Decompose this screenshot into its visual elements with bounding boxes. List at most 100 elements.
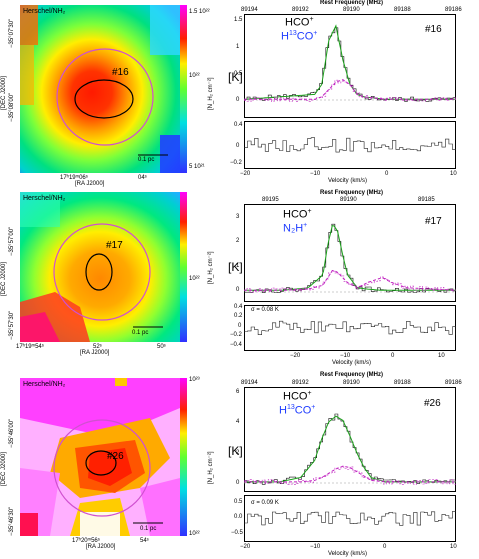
dec-tick: −35°46'00" (9, 418, 15, 448)
colorbar-26 (180, 378, 187, 536)
y-tick: 2 (236, 238, 240, 244)
column-density-map-16: Herschel/NH₂ #16 0.1 pc (20, 5, 180, 173)
map-label: Herschel/NH₂ (23, 195, 66, 202)
colorbar-label: [N_H₂ cm⁻²] (208, 77, 214, 111)
freq-tick: 89194 (241, 380, 258, 386)
colorbar-17 (180, 192, 187, 342)
colorbar-tick: 10²² (189, 276, 200, 282)
x-tick: −20 (290, 353, 301, 359)
source-tag: #17 (425, 216, 442, 227)
legend-line-b: H13CO+ (279, 404, 316, 417)
freq-tick: 89192 (292, 7, 309, 13)
freq-tick: 89186 (445, 7, 462, 13)
y-tick: 6 (236, 389, 240, 395)
x-tick: 0 (391, 353, 395, 359)
x-tick: 0 (385, 171, 389, 177)
spectrum-fit-primary (244, 24, 456, 100)
freq-tick: 89192 (292, 380, 309, 386)
spectrum-trace-observed (244, 413, 456, 485)
x-tick: −10 (310, 544, 321, 550)
resid-tick: 0.4 (234, 304, 243, 310)
spectrum-trace-secondary (244, 79, 456, 102)
resid-tick: −0.5 (231, 530, 243, 536)
spectrum-fit-primary (244, 225, 456, 291)
y-tick: 0 (236, 287, 240, 293)
map-image (20, 378, 180, 536)
scalebar-label: 0.1 pc (132, 330, 149, 336)
map-image (20, 192, 180, 342)
resid-tick: 0.4 (234, 122, 243, 128)
colorbar-tick: 5 10²¹ (189, 164, 205, 170)
legend-line-a: HCO+ (283, 390, 312, 403)
spectrum-trace-observed (244, 27, 456, 102)
y-unit: [K] (228, 444, 243, 458)
spectrum-trace-observed (244, 223, 456, 293)
y-tick: 1 (236, 263, 240, 269)
y-unit: [K] (228, 70, 243, 84)
map-label: Herschel/NH₂ (23, 8, 66, 15)
freq-tick: 89190 (343, 380, 360, 386)
spectrum-fit-secondary (244, 465, 456, 483)
spectrum-16 (244, 14, 456, 170)
ra-axis-label: [RA J2000] (80, 350, 110, 356)
colorbar-image (180, 192, 187, 342)
y-unit: [K] (228, 260, 243, 274)
freq-axis-title: Rest Frequency (MHz) (320, 372, 384, 378)
x-axis-title: Velocity (km/s) (332, 360, 372, 366)
source-tag: #16 (112, 67, 129, 78)
x-tick: 10 (450, 544, 457, 550)
y-tick: 0 (236, 97, 240, 103)
colorbar-image (180, 378, 187, 536)
x-tick: 10 (438, 353, 445, 359)
colorbar-tick: 1.5 10²² (189, 9, 210, 15)
freq-tick: 89185 (418, 197, 435, 203)
freq-tick: 89194 (241, 7, 258, 13)
freq-axis-title: Rest Frequency (MHz) (320, 0, 384, 6)
colorbar-image (180, 5, 187, 173)
colorbar-label: [N_H₂ cm⁻²] (208, 451, 214, 485)
scalebar-label: 0.1 pc (140, 526, 157, 532)
colorbar-label: [N_H₂ cm⁻²] (208, 251, 214, 285)
panel-row-26: Herschel/NH₂ #26 0.1 pc 10²³ 10²² [N_H₂ … (0, 372, 479, 559)
x-tick: −10 (310, 171, 321, 177)
resid-tick: −0.4 (230, 342, 242, 348)
residual-trace (244, 137, 456, 153)
dec-tick: −35°57'00" (9, 226, 15, 256)
contour (85, 253, 113, 291)
y-tick: 3 (236, 214, 240, 220)
legend-line-b: H13CO+ (281, 30, 318, 43)
ra-axis-label: [RA J2000] (86, 544, 116, 550)
ra-tick: 17ʰ20ᵐ56ˢ (72, 538, 100, 544)
source-tag: #26 (424, 398, 441, 409)
resid-tick: 0.2 (234, 313, 243, 319)
resid-tick: −0.2 (230, 160, 242, 166)
dec-axis-label: [DEC J2000] (1, 451, 7, 486)
source-tag: #17 (106, 240, 123, 251)
ra-tick: 50ˢ (157, 344, 166, 350)
residual-trace (244, 511, 456, 526)
spectrum-plot (244, 204, 456, 351)
y-tick: 0.5 (234, 71, 243, 77)
scalebar-label: 0.1 pc (138, 157, 155, 163)
panel-row-17: Herschel/NH₂ #17 0.1 pc 10²² [N_H₂ cm⁻²]… (0, 186, 479, 372)
spectrum-lines (244, 223, 456, 336)
ra-tick: 52ˢ (93, 344, 102, 350)
freq-tick: 89195 (262, 197, 279, 203)
y-tick: 4 (236, 419, 240, 425)
dec-tick: −35°07'30" (9, 18, 15, 48)
beam-circle (53, 419, 151, 517)
spectrum-plot (244, 14, 456, 169)
spectrum-plot (244, 387, 456, 542)
freq-tick: 89186 (445, 380, 462, 386)
spectrum-17 (244, 204, 456, 352)
beam-circle (56, 48, 154, 146)
spectrum-26 (244, 387, 456, 543)
dec-tick: −35°08'00" (9, 92, 15, 122)
spectrum-trace-secondary (244, 270, 456, 293)
y-tick: 1.5 (234, 17, 243, 23)
ra-tick: 54ˢ (140, 538, 149, 544)
colorbar-tick: 10²³ (189, 377, 200, 383)
ra-tick: 04ˢ (138, 175, 147, 181)
x-tick: 0 (383, 544, 387, 550)
resid-tick: −0.2 (230, 332, 242, 338)
